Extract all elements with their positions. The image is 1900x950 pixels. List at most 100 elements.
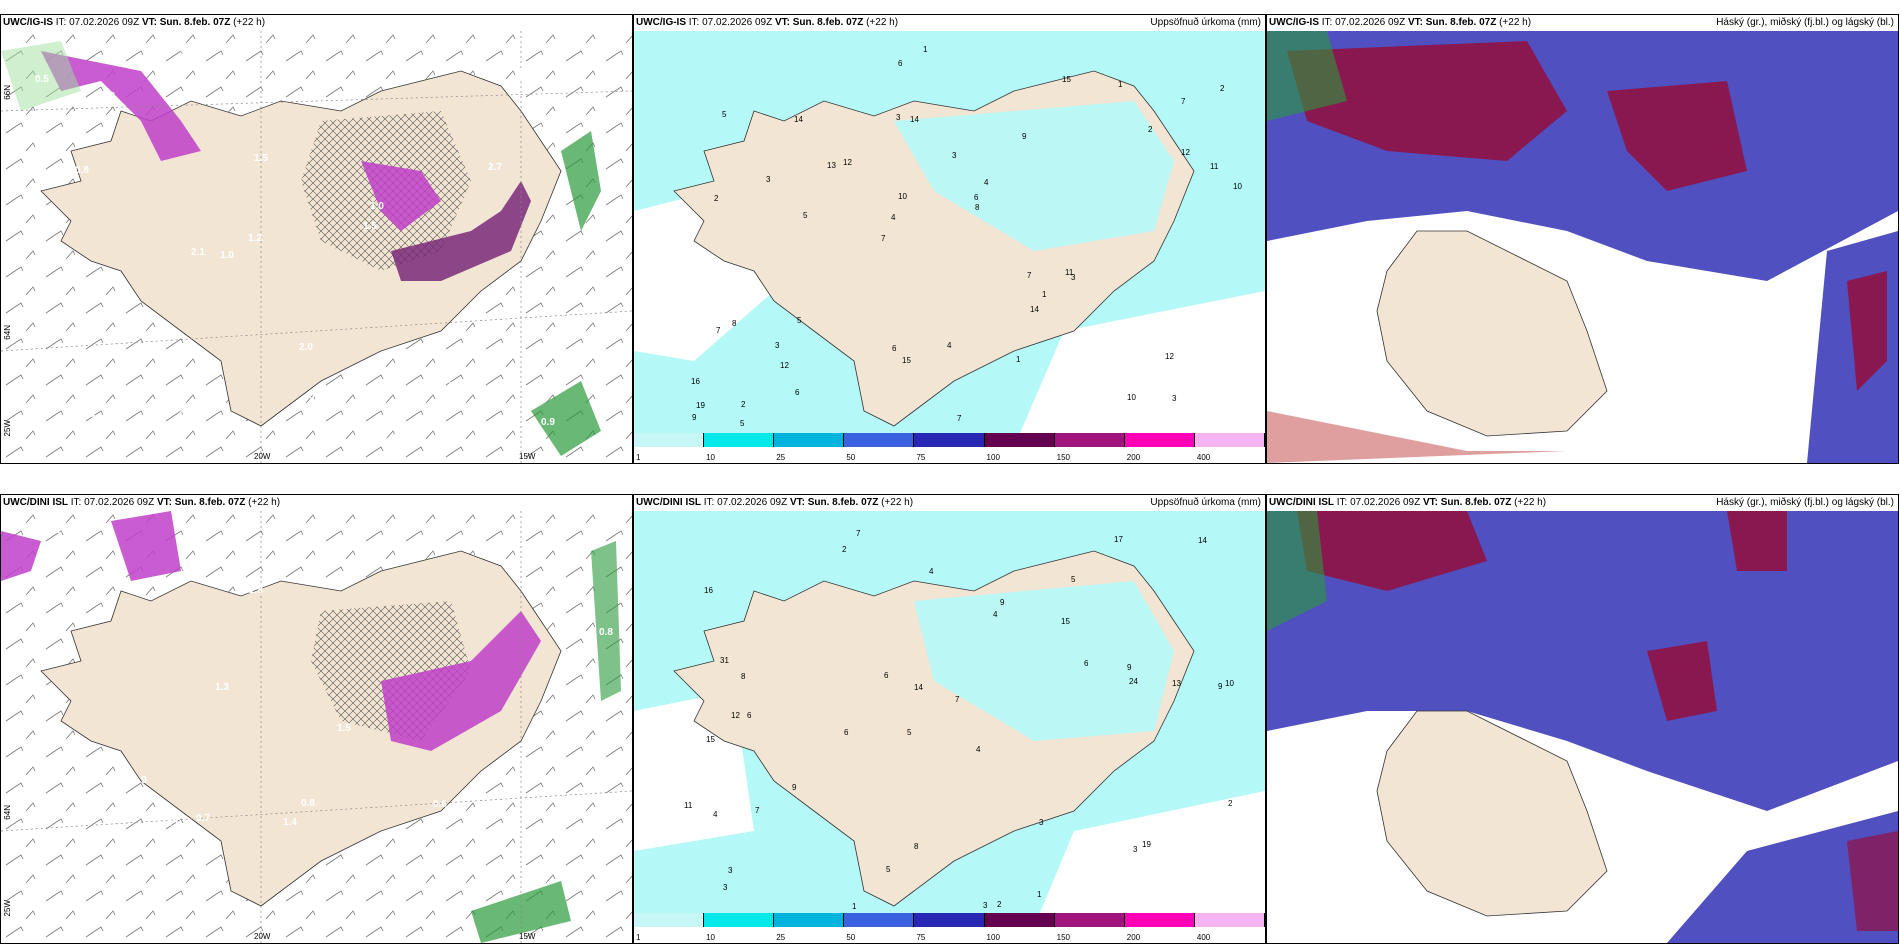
map-value-label: 3 xyxy=(1133,845,1138,854)
map-value-label: 5 xyxy=(740,419,745,428)
lon-label-15w: 15W xyxy=(519,452,536,461)
map-value-label: 1.8 xyxy=(101,91,115,102)
map-value-label: 1.5 xyxy=(337,723,351,734)
map-value-label: 7 xyxy=(755,806,760,815)
map-value-label: 3 xyxy=(952,151,957,160)
snow-wind-map-panel-igis: UWC/IG-IS IT: 07.02.2026 09Z VT: Sun. 8.… xyxy=(0,14,633,464)
precip-map-panel-igis: UWC/IG-IS IT: 07.02.2026 09Z VT: Sun. 8.… xyxy=(633,14,1266,464)
map-value-label: 11 xyxy=(684,801,693,810)
map-value-label: 17 xyxy=(1114,535,1123,544)
map-value-label: 7 xyxy=(957,414,962,423)
map-value-label: 14 xyxy=(914,683,923,692)
map-value-label: 9 xyxy=(1000,598,1005,607)
map-value-label: 14 xyxy=(794,115,803,124)
map-value-label: 2 xyxy=(1148,125,1153,134)
map-value-label: 9 xyxy=(792,783,797,792)
map-value-label: 8 xyxy=(732,319,737,328)
colorbar-tick-label: 50 xyxy=(846,453,856,462)
map-value-label: 15 xyxy=(706,735,715,744)
map-value-label: 4 xyxy=(976,745,981,754)
map-value-label: 7 xyxy=(716,326,721,335)
panel-variable-label: Háský (gr.), miðský (fj.bl.) og lágský (… xyxy=(1716,497,1894,508)
snow-wind-map-panel-dini: UWC/DINI ISL IT: 07.02.2026 09Z VT: Sun.… xyxy=(0,494,633,944)
map-value-label: 0.5 xyxy=(405,69,419,80)
map-value-label: 0.6 xyxy=(393,831,407,842)
map-value-label: 3 xyxy=(983,901,988,910)
cloud-map-panel-igis: UWC/IG-IS IT: 07.02.2026 09Z VT: Sun. 8.… xyxy=(1266,14,1899,464)
panel-variable-label: Uppsöfnuð úrkoma (mm) xyxy=(1150,17,1261,28)
panel-variable-label: Uppsöfnuð úrkoma (mm) xyxy=(1150,497,1261,508)
panel-title: UWC/IG-IS IT: 07.02.2026 09Z VT: Sun. 8.… xyxy=(1269,17,1532,28)
lon-label-20w: 20W xyxy=(254,932,271,941)
map-value-label: 4 xyxy=(993,610,998,619)
map-value-label: 12 xyxy=(780,361,789,370)
colorbar-swatch xyxy=(1194,913,1265,927)
panel-title: UWC/DINI ISL IT: 07.02.2026 09Z VT: Sun.… xyxy=(1269,497,1547,508)
map-value-label: 2 xyxy=(1228,799,1233,808)
map-value-label: 2.1 xyxy=(191,247,205,258)
map-canvas[interactable] xyxy=(1267,511,1898,943)
map-value-label: 0.9 xyxy=(440,381,454,392)
colorbar-swatch xyxy=(844,433,915,447)
map-value-label: 31 xyxy=(720,656,729,665)
colorbar-swatch xyxy=(774,433,845,447)
map-value-label: 4 xyxy=(984,178,989,187)
map-value-label: 1 xyxy=(923,45,928,54)
colorbar-tick-label: 100 xyxy=(986,453,1000,462)
map-canvas[interactable] xyxy=(1267,31,1898,463)
map-value-label: 0.8 xyxy=(599,627,613,638)
lat-label-64n: 64N xyxy=(3,325,12,340)
map-value-label: 8 xyxy=(975,203,980,212)
colorbar-swatch xyxy=(634,433,705,447)
map-value-label: 12 xyxy=(731,711,740,720)
map-value-label: 0.5 xyxy=(35,74,49,85)
map-value-label: 4 xyxy=(947,341,952,350)
iceland-landmass xyxy=(1376,710,1608,917)
map-value-label: 10 xyxy=(1233,182,1242,191)
map-canvas[interactable]: 0.31.01.50.91.11.82.10.90.71.51.20.71.22… xyxy=(1,31,632,463)
map-value-label: 5 xyxy=(722,110,727,119)
colorbar-labels: 1 10 25 50 75 100 150 200 400 xyxy=(634,933,1265,943)
map-value-label: 3 xyxy=(766,175,771,184)
map-value-label: 1 xyxy=(1037,890,1042,899)
colorbar-swatch xyxy=(984,433,1055,447)
map-canvas[interactable]: 3277923381216121443561071246101415510121… xyxy=(634,31,1265,447)
colorbar-swatch xyxy=(634,913,705,927)
map-value-label: 2.7 xyxy=(488,162,502,173)
map-value-label: 11 xyxy=(1210,162,1219,171)
map-value-label: 1.2 xyxy=(248,233,262,244)
map-value-label: 2 xyxy=(842,545,847,554)
colorbar-tick-label: 25 xyxy=(776,933,786,942)
colorbar-swatch xyxy=(774,913,845,927)
cloud-map-panel-dini: UWC/DINI ISL IT: 07.02.2026 09Z VT: Sun.… xyxy=(1266,494,1899,944)
colorbar-labels: 1 10 25 50 75 100 150 200 400 xyxy=(634,453,1265,463)
map-value-label: 5 xyxy=(907,728,912,737)
map-value-label: 0.6 xyxy=(433,799,447,810)
map-value-label: 15 xyxy=(1061,617,1070,626)
map-value-label: 6 xyxy=(1084,659,1089,668)
map-value-label: 2.3 xyxy=(566,545,580,556)
colorbar-tick-label: 75 xyxy=(916,933,926,942)
map-value-label: 24 xyxy=(1129,677,1138,686)
panel-title: UWC/IG-IS IT: 07.02.2026 09Z VT: Sun. 8.… xyxy=(636,17,899,28)
lat-label-64n: 64N xyxy=(3,805,12,820)
map-value-label: 1 xyxy=(1118,80,1123,89)
map-value-label: 0.7 xyxy=(196,813,210,824)
colorbar-swatch xyxy=(1124,913,1195,927)
map-canvas[interactable]: 0.5 1.2 2.2 2.3 0.8 0.6 1.8 0.7 0.8 0.6 0.5 1.5 0.7 0… xyxy=(1,511,632,943)
map-value-label: 2 xyxy=(997,900,1002,909)
map-value-label: 0.9 xyxy=(179,410,193,421)
colorbar-tick-label: 1 xyxy=(636,933,641,942)
map-value-label: 10 xyxy=(1127,393,1136,402)
colorbar-tick-label: 400 xyxy=(1196,453,1211,462)
colorbar-swatch xyxy=(1054,433,1125,447)
map-value-label: 1.2 xyxy=(48,525,62,536)
map-value-label: 14 xyxy=(1198,536,1207,545)
colorbar-swatch xyxy=(984,913,1055,927)
map-value-label: 14 xyxy=(910,115,919,124)
map-value-label: 1.3 xyxy=(215,682,229,693)
colorbar-tick-label: 200 xyxy=(1126,453,1141,462)
map-value-label: 0.8 xyxy=(301,798,315,809)
map-value-label: 0.8 xyxy=(75,165,89,176)
